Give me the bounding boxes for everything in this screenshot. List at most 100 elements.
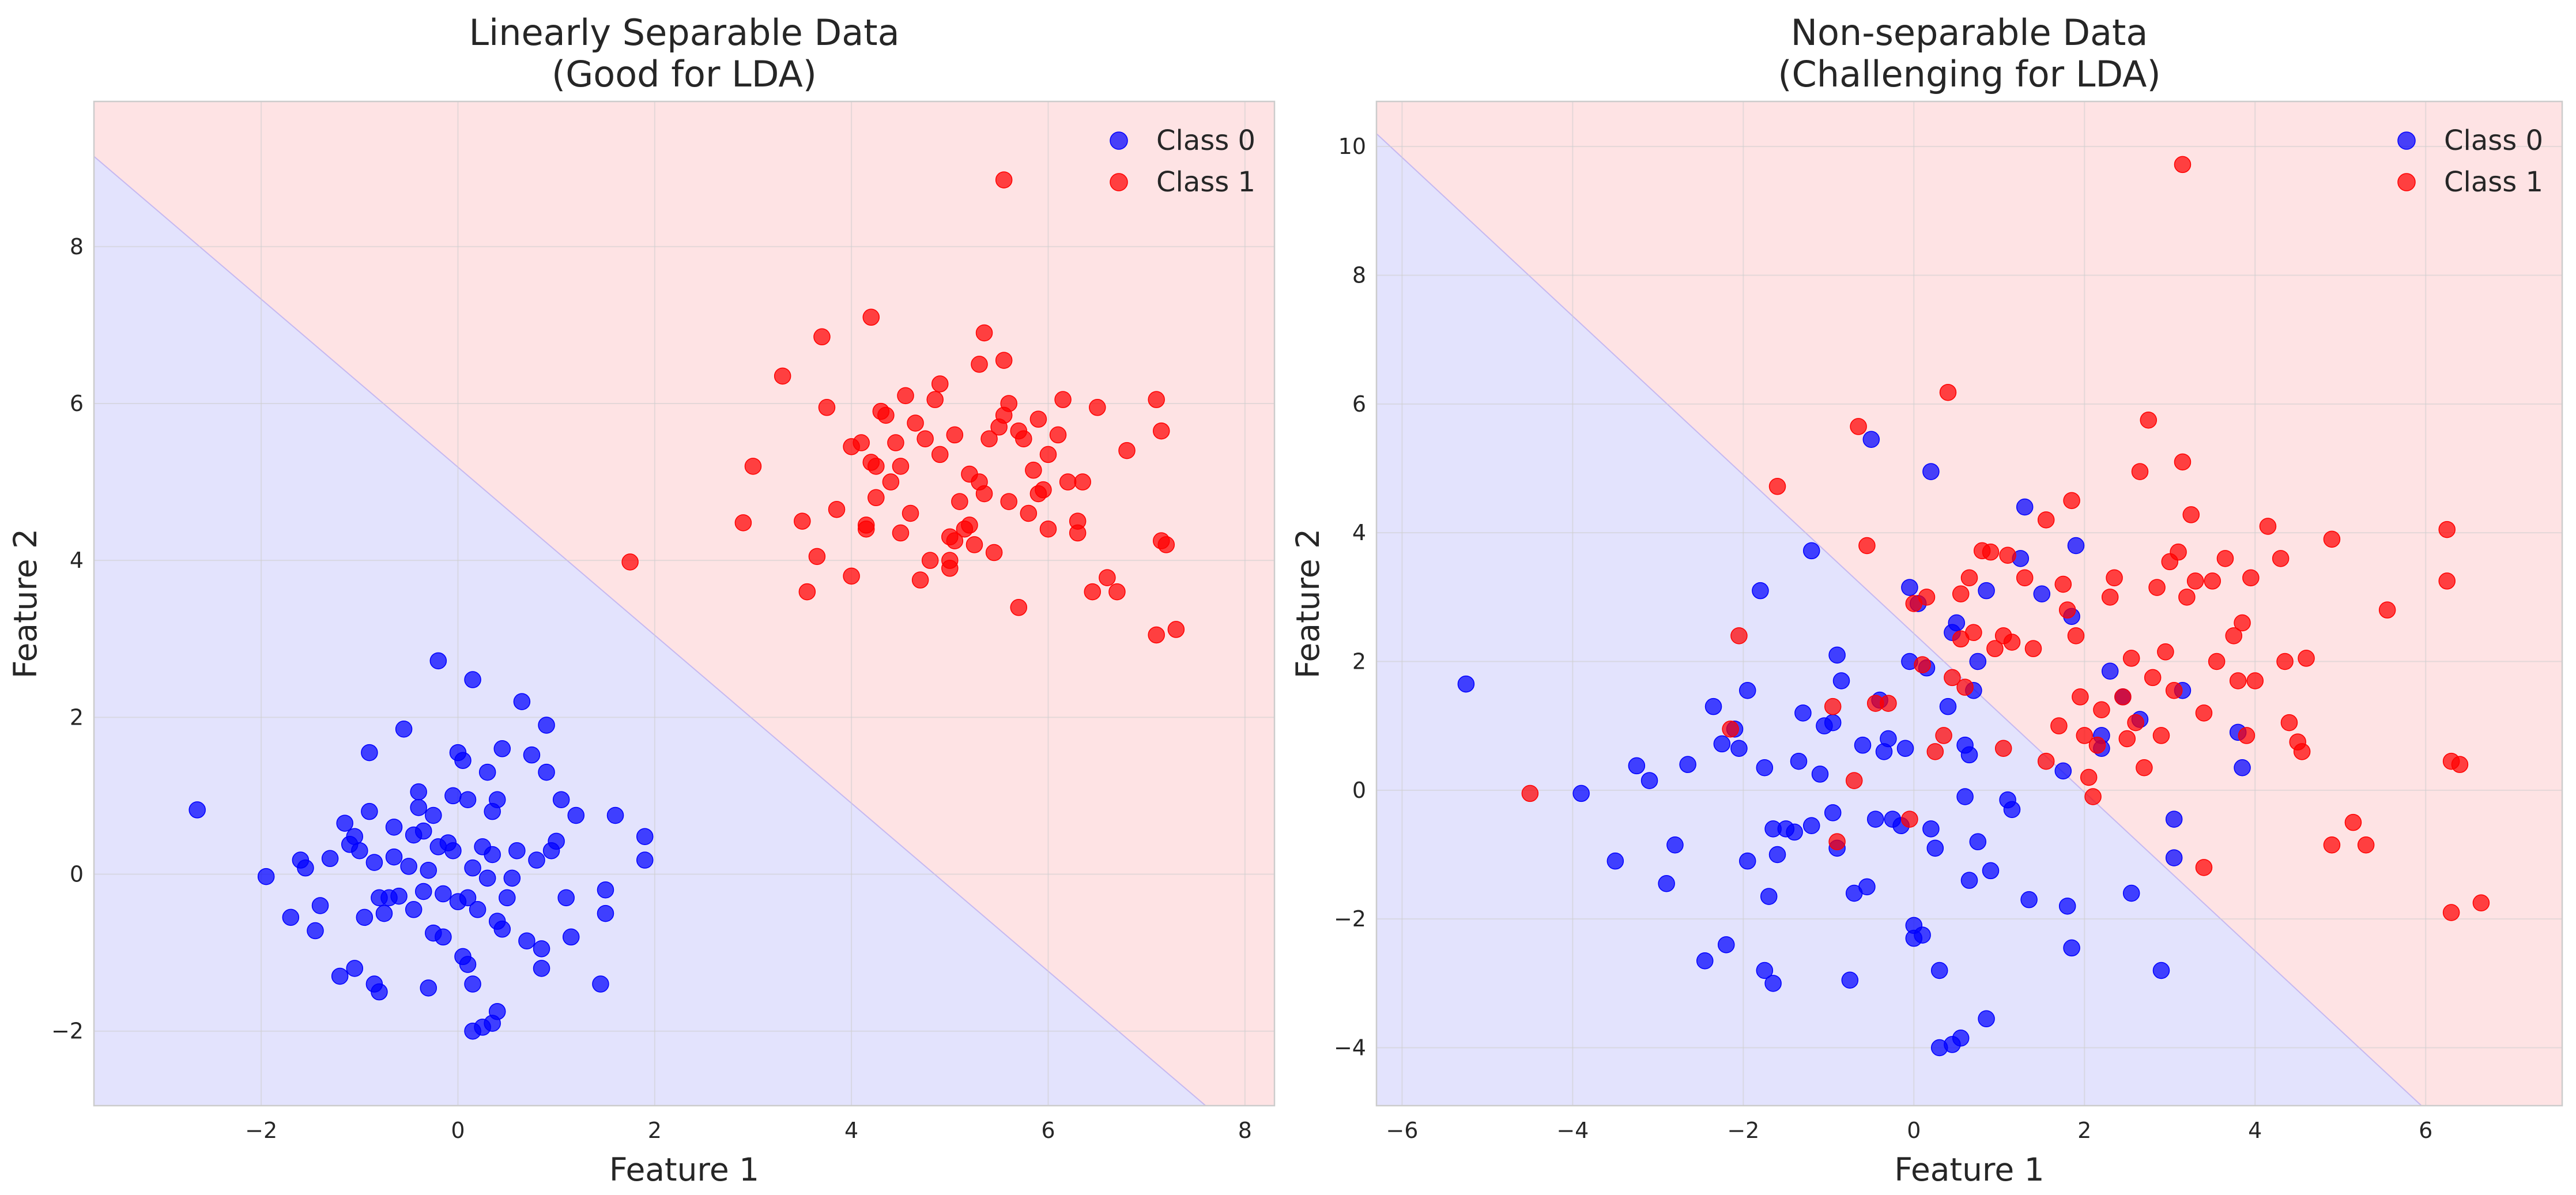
legend-marker xyxy=(1110,173,1128,191)
data-point xyxy=(1572,785,1590,802)
data-point xyxy=(1918,589,1936,606)
data-point xyxy=(1828,833,1846,850)
chart-title: (Challenging for LDA) xyxy=(1778,53,2160,95)
data-point xyxy=(2093,701,2110,718)
data-point xyxy=(1015,430,1032,447)
data-point xyxy=(1880,730,1897,748)
data-point xyxy=(557,889,575,907)
data-point xyxy=(493,740,511,757)
legend-label: Class 1 xyxy=(2444,166,2543,198)
data-point xyxy=(2246,672,2264,689)
data-point xyxy=(2174,156,2192,174)
data-point xyxy=(336,815,353,832)
y-tick-label: 6 xyxy=(1352,391,1366,417)
data-point xyxy=(2276,653,2294,670)
x-axis-label: Feature 1 xyxy=(609,1151,759,1188)
data-point xyxy=(985,544,1003,561)
data-point xyxy=(1010,599,1028,616)
data-point xyxy=(1939,383,1957,401)
data-point xyxy=(941,560,959,577)
data-point xyxy=(2442,904,2460,921)
data-point xyxy=(513,693,531,710)
data-point xyxy=(2451,756,2469,773)
data-point xyxy=(1901,579,1918,596)
data-point xyxy=(1858,537,1876,555)
data-point xyxy=(257,868,275,885)
data-point xyxy=(1802,817,1820,834)
data-point xyxy=(1862,431,1880,448)
data-point xyxy=(1922,463,1940,480)
data-point xyxy=(1794,704,1812,722)
y-tick-label: 8 xyxy=(1352,263,1366,288)
data-point xyxy=(1738,852,1756,870)
data-point xyxy=(1696,952,1714,970)
data-point xyxy=(1901,811,1918,828)
data-point xyxy=(1969,653,1987,670)
data-point xyxy=(1679,756,1696,773)
series-class-0 xyxy=(188,652,654,1040)
data-point xyxy=(1730,627,1748,644)
decision-boundary xyxy=(94,156,1206,1106)
data-point xyxy=(2152,962,2170,979)
data-point xyxy=(454,752,472,769)
data-point xyxy=(2438,572,2456,590)
data-point xyxy=(1039,446,1057,463)
data-point xyxy=(1722,721,1739,738)
y-tick-label: 10 xyxy=(1338,134,1366,159)
data-point xyxy=(862,308,880,326)
y-tick-label: 2 xyxy=(70,704,84,730)
data-point xyxy=(911,571,929,589)
data-point xyxy=(2242,569,2260,587)
chart-title: (Good for LDA) xyxy=(552,53,817,95)
data-point xyxy=(488,791,506,808)
data-point xyxy=(528,851,545,869)
data-point xyxy=(2165,811,2183,828)
x-tick-label: 6 xyxy=(1041,1118,1055,1143)
data-point xyxy=(2020,891,2038,908)
data-point xyxy=(414,822,432,840)
data-point xyxy=(1802,542,1820,560)
data-point xyxy=(1457,675,1475,693)
y-tick-label: 4 xyxy=(1352,520,1366,545)
data-point xyxy=(459,956,477,973)
data-point xyxy=(2076,727,2094,744)
data-point xyxy=(2067,627,2085,644)
data-point xyxy=(1157,536,1175,553)
data-point xyxy=(1521,785,1539,802)
data-point xyxy=(552,791,570,808)
legend-label: Class 0 xyxy=(2444,125,2543,157)
data-point xyxy=(2118,730,2136,748)
data-point xyxy=(420,979,437,997)
data-point xyxy=(493,921,511,938)
data-point xyxy=(2114,688,2132,706)
data-point xyxy=(1960,746,1978,764)
data-point xyxy=(1704,698,1722,715)
y-tick-label: 0 xyxy=(1352,778,1366,803)
data-point xyxy=(897,387,914,405)
data-point xyxy=(188,801,206,819)
data-point xyxy=(2293,743,2311,760)
data-point xyxy=(1760,888,1778,905)
data-point xyxy=(1866,811,1884,828)
data-point xyxy=(395,721,413,738)
data-point xyxy=(892,458,910,475)
data-point xyxy=(2208,653,2226,670)
data-point xyxy=(887,434,904,451)
data-point xyxy=(2195,859,2213,876)
data-point xyxy=(1850,418,1867,435)
x-tick-label: 4 xyxy=(2248,1118,2262,1143)
data-point xyxy=(518,932,535,949)
data-point xyxy=(356,908,374,926)
data-point xyxy=(508,842,526,860)
data-point xyxy=(2225,627,2243,644)
data-point xyxy=(2182,506,2200,523)
data-point xyxy=(794,512,811,530)
data-point xyxy=(1939,698,1957,715)
data-point xyxy=(2088,736,2106,754)
data-point xyxy=(1738,682,1756,699)
data-point xyxy=(2148,579,2166,596)
data-point xyxy=(2170,543,2187,561)
data-point xyxy=(1994,740,2012,757)
data-point xyxy=(1730,740,1748,757)
